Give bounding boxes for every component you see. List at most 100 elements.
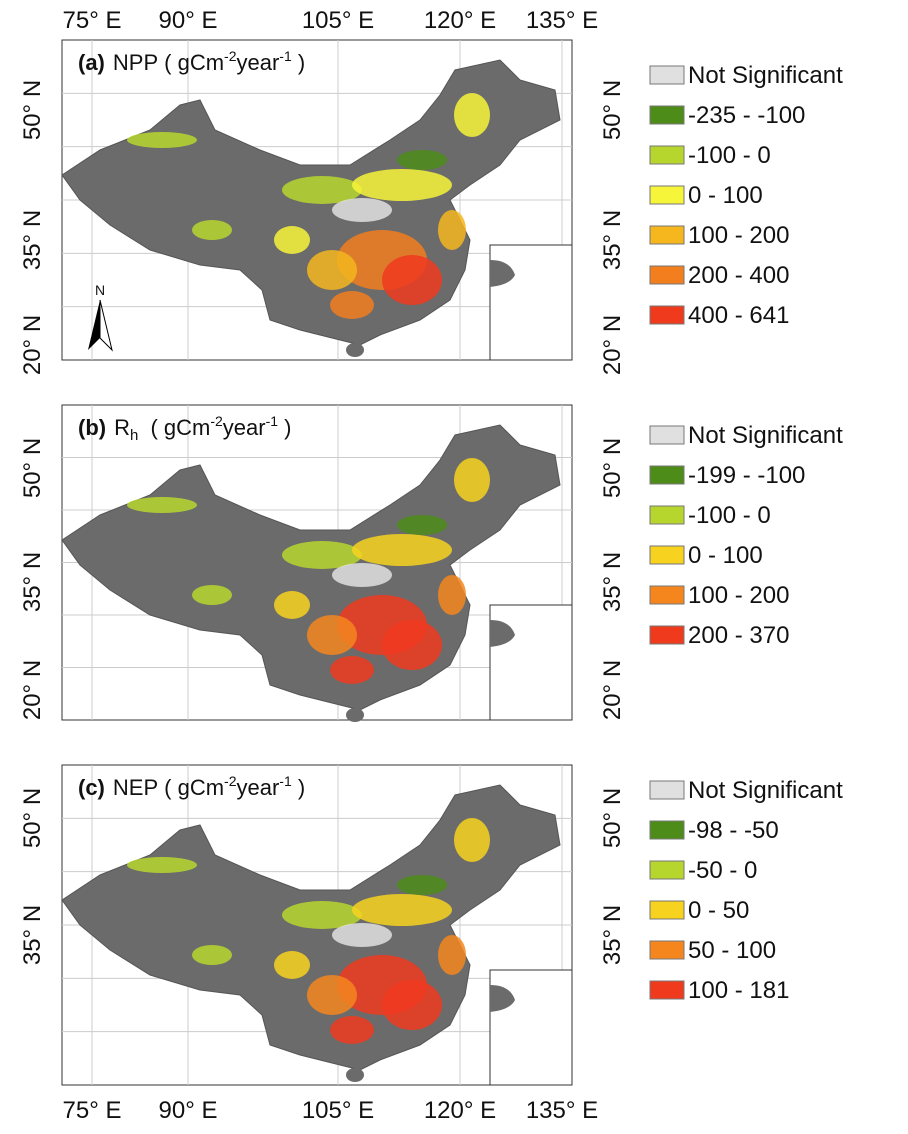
trend-area (127, 132, 197, 148)
trend-area (332, 198, 392, 222)
trend-area (192, 220, 232, 240)
legend-label: -98 - -50 (688, 817, 779, 844)
panel-title: (a)NPP( gCm-2year-1 ) (78, 48, 305, 75)
legend-swatch (650, 66, 684, 84)
lon-label: 105° E (302, 7, 374, 34)
trend-area (307, 615, 357, 655)
unit-exponent: -2 (224, 48, 237, 64)
lon-label: 105° E (302, 1097, 374, 1124)
legend-swatch (650, 626, 684, 644)
legend-swatch (650, 146, 684, 164)
lat-label: 20° N (19, 660, 46, 720)
legend-swatch (650, 546, 684, 564)
trend-area (382, 255, 442, 305)
legend-label: 100 - 200 (688, 582, 789, 609)
legend-swatch (650, 861, 684, 879)
trend-area (127, 857, 197, 873)
trend-area (438, 575, 466, 615)
lon-label: 120° E (424, 1097, 496, 1124)
legend-label: 200 - 400 (688, 262, 789, 289)
variable: NPP (113, 50, 158, 75)
lat-label: 35° N (599, 905, 626, 965)
page: 75° E90° E105° E120° E135° E75° E90° E10… (0, 0, 908, 1134)
legend-swatch (650, 506, 684, 524)
legend-label: -100 - 0 (688, 142, 771, 169)
lon-label: 135° E (526, 1097, 598, 1124)
lon-label: 75° E (63, 1097, 122, 1124)
legend-swatch (650, 186, 684, 204)
legend-label: Not Significant (688, 62, 843, 89)
legend-swatch (650, 266, 684, 284)
unit-exponent: -2 (210, 413, 223, 429)
trend-area (274, 951, 310, 979)
trend-area (192, 585, 232, 605)
legend-swatch (650, 586, 684, 604)
trend-area (382, 980, 442, 1030)
trend-area (307, 975, 357, 1015)
lon-label: 120° E (424, 7, 496, 34)
unit: ) (278, 415, 291, 440)
trend-area (397, 515, 447, 535)
legend-swatch (650, 781, 684, 799)
unit-exponent: -2 (224, 773, 237, 789)
lon-label: 135° E (526, 7, 598, 34)
trend-area (330, 1016, 374, 1044)
panel-title: (c)NEP( gCm-2year-1 ) (78, 773, 305, 800)
trend-area (352, 534, 452, 566)
map-panel: (b)Rh ( gCm-2year-1 )50° N35° N20° N50° … (19, 405, 843, 722)
legend-swatch (650, 426, 684, 444)
unit: year (223, 415, 266, 440)
legend-swatch (650, 466, 684, 484)
legend-label: 100 - 200 (688, 222, 789, 249)
legend-label: 400 - 641 (688, 302, 789, 329)
lon-label: 90° E (159, 7, 218, 34)
lat-label: 35° N (19, 552, 46, 612)
legend-label: Not Significant (688, 422, 843, 449)
lon-label: 75° E (63, 7, 122, 34)
unit: ) (292, 775, 305, 800)
legend-label: -50 - 0 (688, 857, 757, 884)
lat-label: 35° N (599, 552, 626, 612)
lat-label: 20° N (19, 315, 46, 375)
north-label: N (95, 282, 105, 298)
trend-area (454, 93, 490, 137)
legend-label: 50 - 100 (688, 937, 776, 964)
trend-area (332, 923, 392, 947)
unit-exponent: -1 (266, 413, 279, 429)
trend-area (192, 945, 232, 965)
unit-exponent: -1 (279, 48, 292, 64)
legend-label: -199 - -100 (688, 462, 805, 489)
legend-swatch (650, 821, 684, 839)
legend-swatch (650, 226, 684, 244)
lat-label: 20° N (599, 660, 626, 720)
island (346, 1068, 364, 1082)
legend-swatch (650, 306, 684, 324)
panel-label: (a) (78, 50, 105, 75)
unit: ( gCm (144, 415, 210, 440)
trend-area (274, 591, 310, 619)
trend-area (307, 250, 357, 290)
figure: 75° E90° E105° E120° E135° E75° E90° E10… (0, 0, 908, 1129)
lat-label: 50° N (599, 80, 626, 140)
lat-label: 50° N (19, 438, 46, 498)
lat-label: 50° N (19, 80, 46, 140)
unit: year (236, 50, 279, 75)
unit: ( gCm (164, 775, 224, 800)
trend-area (352, 169, 452, 201)
legend-label: 0 - 50 (688, 897, 749, 924)
trend-area (332, 563, 392, 587)
legend-label: -235 - -100 (688, 102, 805, 129)
island (346, 708, 364, 722)
variable-subscript: h (130, 427, 138, 444)
legend-swatch (650, 941, 684, 959)
unit: ) (292, 50, 305, 75)
trend-area (330, 291, 374, 319)
lat-label: 35° N (19, 905, 46, 965)
trend-area (454, 458, 490, 502)
trend-area (382, 620, 442, 670)
island (346, 343, 364, 357)
unit-exponent: -1 (279, 773, 292, 789)
legend-label: 0 - 100 (688, 542, 763, 569)
lat-label: 35° N (19, 210, 46, 270)
trend-area (397, 875, 447, 895)
